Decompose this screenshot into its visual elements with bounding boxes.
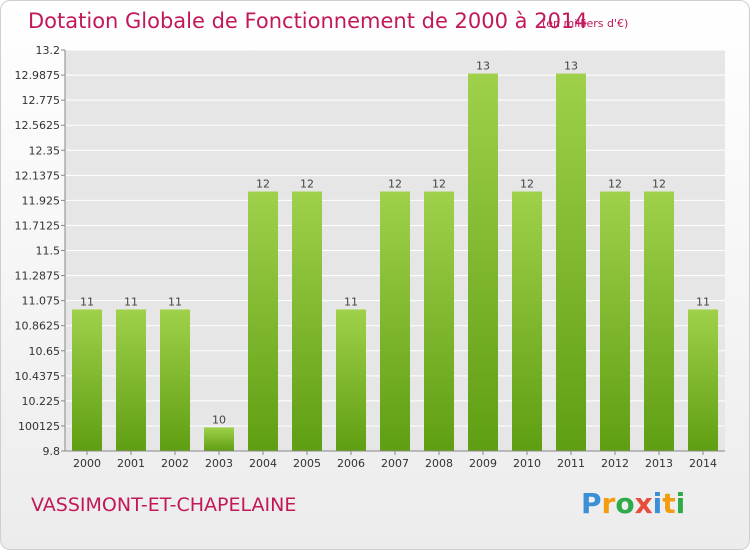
bar-value-label: 11 [344,295,358,308]
x-tick-label: 2005 [293,457,321,470]
bar-2002 [160,309,190,451]
bar-value-label: 11 [80,295,94,308]
x-tick-label: 2008 [425,457,453,470]
chart-title: Dotation Globale de Fonctionnement de 20… [28,9,588,33]
bar-value-label: 12 [520,178,534,191]
y-tick-label: 12.775 [22,94,61,107]
y-tick-label: 12.1375 [15,169,61,182]
bars [72,73,718,452]
y-axis-ticks: 9.8 100125 10.225 10.4375 10.65 10.8625 11.075… [15,44,65,458]
x-tick-label: 2002 [161,457,189,470]
y-tick-label: 11.7125 [15,219,61,232]
bar-2009 [468,73,498,452]
bar-2005 [292,191,322,451]
y-tick-label: 10.8625 [15,320,61,333]
bar-value-label: 12 [652,178,666,191]
logo-letter: r [601,487,616,520]
y-tick-label: 100125 [18,420,60,433]
bar-2011 [556,73,586,452]
bar-2004 [248,191,278,451]
bar-2006 [336,309,366,451]
y-tick-label: 11.5 [36,245,61,258]
bar-value-label: 10 [212,413,226,426]
bar-value-label: 11 [124,295,138,308]
bar-2007 [380,191,410,451]
x-tick-label: 2003 [205,457,233,470]
x-axis-ticks: 2000 2001 2002 2003 2004 2005 2006 2007 2008 2009… [73,451,717,470]
x-tick-label: 2009 [469,457,497,470]
bar-value-label: 12 [256,178,270,191]
bar-value-label: 13 [564,60,578,73]
y-tick-label: 12.5625 [15,119,61,132]
bar-2014 [688,309,718,451]
bar-value-label: 13 [476,60,490,73]
logo-letter: x [634,487,653,520]
x-tick-label: 2012 [601,457,629,470]
logo-letter: P [581,487,602,520]
y-tick-label: 9.8 [43,445,61,458]
bar-value-label: 12 [300,178,314,191]
logo-letter: t [662,487,676,520]
bar-2010 [512,191,542,451]
x-tick-label: 2007 [381,457,409,470]
y-tick-label: 10.225 [22,395,61,408]
y-tick-label: 11.925 [22,194,61,207]
proxiti-logo: Proxiti [581,487,685,520]
y-tick-label: 10.4375 [15,370,61,383]
y-tick-label: 10.65 [29,345,61,358]
bar-value-label: 12 [388,178,402,191]
y-tick-label: 12.9875 [15,69,61,82]
bar-2003 [204,427,234,451]
logo-letter: o [615,487,635,520]
bar-2001 [116,309,146,451]
y-tick-label: 11.075 [22,295,61,308]
bar-2012 [600,191,630,451]
x-tick-label: 2011 [557,457,585,470]
y-tick-label: 11.2875 [15,270,61,283]
x-tick-label: 2013 [645,457,673,470]
x-tick-label: 2000 [73,457,101,470]
bar-value-labels: 11 11 11 10 12 12 11 12 12 13 12 13 12 12 11 [80,60,710,427]
commune-name: VASSIMONT-ET-CHAPELAINE [31,494,297,516]
logo-letter: i [675,487,686,520]
bar-2000 [72,309,102,451]
chart-unit-note: (en milliers d'€) [542,17,629,30]
bar-value-label: 12 [608,178,622,191]
x-tick-label: 2010 [513,457,541,470]
x-tick-label: 2014 [689,457,717,470]
y-tick-label: 12.35 [29,144,61,157]
bar-value-label: 12 [432,178,446,191]
bar-2013 [644,191,674,451]
logo-letter: i [652,487,663,520]
bar-value-label: 11 [696,295,710,308]
x-tick-label: 2006 [337,457,365,470]
x-tick-label: 2004 [249,457,277,470]
bar-value-label: 11 [168,295,182,308]
y-tick-label: 13.2 [36,44,61,57]
bar-2008 [424,191,454,451]
x-tick-label: 2001 [117,457,145,470]
